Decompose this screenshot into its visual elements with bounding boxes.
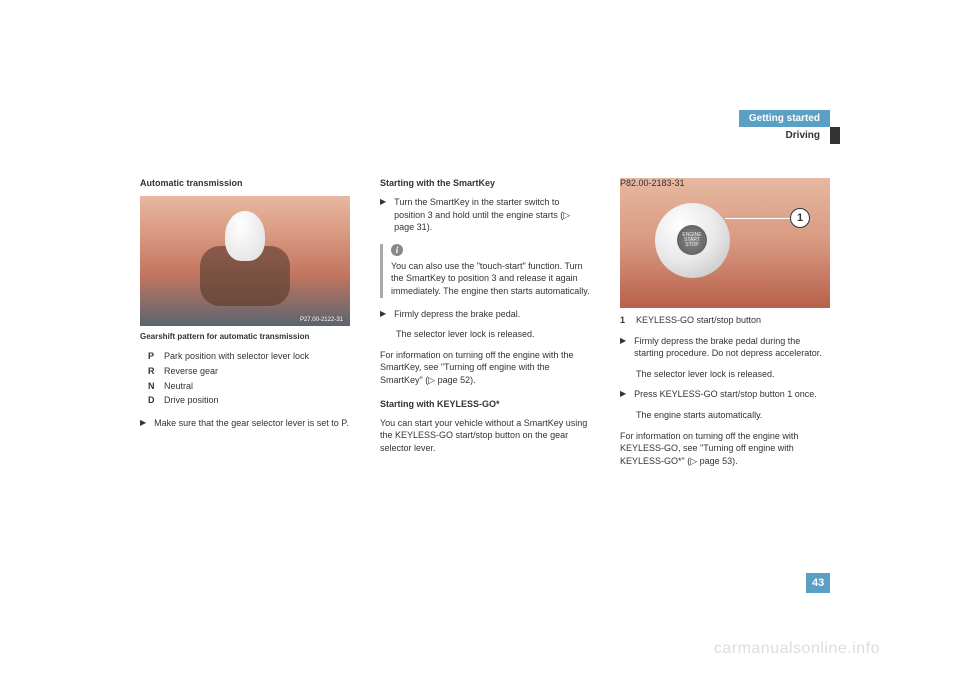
gear-knob-graphic [225, 211, 265, 261]
image-ref-2: P82.00-2183-31 [620, 178, 830, 188]
caption-text: KEYLESS-GO start/stop button [636, 314, 761, 327]
def-row: P Park position with selector lever lock [148, 350, 350, 363]
def-key: P [148, 350, 158, 363]
def-row: N Neutral [148, 380, 350, 393]
info-box: i You can also use the "touch-start" fun… [380, 244, 590, 298]
image-ref-1: P27.00-2122-31 [297, 316, 346, 324]
info-icon: i [391, 244, 403, 256]
col2-title: Starting with the SmartKey [380, 178, 590, 188]
instruction-bullet: ▶ Make sure that the gear selector lever… [140, 417, 350, 430]
def-key: N [148, 380, 158, 393]
keyless-go-illustration: ENGINE START STOP 1 P82.00-2183-31 [620, 178, 830, 308]
instruction-bullet: ▶ Firmly depress the brake pedal. [380, 308, 590, 321]
col2-subtitle: Starting with KEYLESS-GO* [380, 399, 590, 409]
bullet-icon: ▶ [380, 196, 386, 234]
gear-definitions: P Park position with selector lever lock… [148, 350, 350, 406]
def-key: D [148, 394, 158, 407]
paragraph: You can start your vehicle without a Sma… [380, 417, 590, 455]
paragraph: For information on turning off the engin… [380, 349, 590, 387]
instruction-bullet: ▶ Firmly depress the brake pedal during … [620, 335, 830, 360]
def-text: Park position with selector lever lock [164, 350, 309, 363]
col1-title: Automatic transmission [140, 178, 350, 188]
def-row: D Drive position [148, 394, 350, 407]
bullet-text: Turn the SmartKey in the starter switch … [394, 196, 590, 234]
subsection-title: Driving [739, 127, 830, 144]
image-caption: 1 KEYLESS-GO start/stop button [620, 314, 830, 327]
bullet-text: Press KEYLESS-GO start/stop button 1 onc… [634, 388, 817, 401]
button-inner-graphic: ENGINE START STOP [677, 225, 707, 255]
page-content: Automatic transmission P27.00-2122-31 Ge… [140, 178, 830, 475]
result-text: The selector lever lock is released. [636, 368, 830, 381]
def-text: Reverse gear [164, 365, 218, 378]
bullet-icon: ▶ [620, 388, 626, 401]
bullet-text: Make sure that the gear selector lever i… [154, 417, 348, 430]
caption-key: 1 [620, 314, 630, 327]
btn-text: STOP [685, 243, 699, 248]
column-3: ENGINE START STOP 1 P82.00-2183-31 1 KEY… [620, 178, 830, 475]
def-row: R Reverse gear [148, 365, 350, 378]
column-2: Starting with the SmartKey ▶ Turn the Sm… [380, 178, 590, 475]
bullet-icon: ▶ [620, 335, 626, 360]
def-key: R [148, 365, 158, 378]
gearshift-illustration: P27.00-2122-31 [140, 196, 350, 326]
fig-caption-1: Gearshift pattern for automatic transmis… [140, 332, 350, 342]
instruction-bullet: ▶ Press KEYLESS-GO start/stop button 1 o… [620, 388, 830, 401]
bullet-icon: ▶ [140, 417, 146, 430]
result-text: The selector lever lock is released. [396, 328, 590, 341]
def-text: Neutral [164, 380, 193, 393]
callout-circle: 1 [790, 208, 810, 228]
page-number: 43 [806, 573, 830, 593]
info-text: You can also use the "touch-start" funct… [391, 260, 590, 298]
button-knob-graphic: ENGINE START STOP [655, 203, 730, 278]
section-title: Getting started [739, 110, 830, 127]
result-text: The engine starts automatically. [636, 409, 830, 422]
watermark: carmanualsonline.info [714, 640, 880, 658]
page-header: Getting started Driving [739, 110, 830, 144]
column-1: Automatic transmission P27.00-2122-31 Ge… [140, 178, 350, 475]
instruction-bullet: ▶ Turn the SmartKey in the starter switc… [380, 196, 590, 234]
def-text: Drive position [164, 394, 219, 407]
bullet-text: Firmly depress the brake pedal. [394, 308, 520, 321]
bullet-icon: ▶ [380, 308, 386, 321]
bullet-text: Firmly depress the brake pedal during th… [634, 335, 830, 360]
paragraph: For information on turning off the engin… [620, 430, 830, 468]
